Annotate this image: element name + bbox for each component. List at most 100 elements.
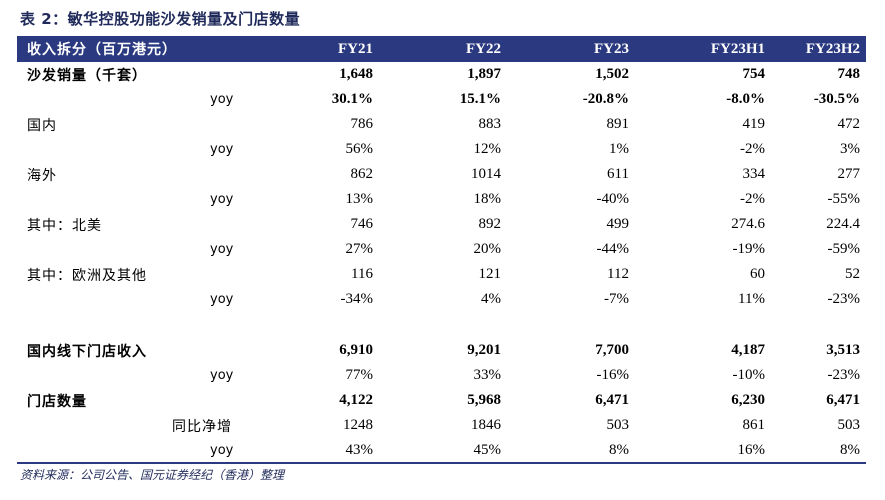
- table-row: 其中：欧洲及其他 116 121 112 60 52: [17, 262, 866, 287]
- row-label: yoy: [17, 438, 249, 464]
- table-row: 门店数量 4,122 5,968 6,471 6,230 6,471: [17, 388, 866, 413]
- cell: 3,513: [826, 342, 860, 358]
- cell: -10%: [732, 367, 766, 383]
- row-label: 其中：北美: [27, 217, 102, 234]
- cell: -59%: [827, 241, 861, 257]
- cell: 748: [837, 66, 861, 82]
- table-row: yoy 43% 45% 8% 16% 8%: [17, 438, 866, 464]
- cell: 892: [478, 216, 502, 232]
- cell: 30.1%: [331, 91, 373, 107]
- cell: -16%: [596, 367, 630, 383]
- cell: 52: [845, 266, 860, 282]
- cell: 503: [837, 417, 861, 433]
- cell: 7,700: [595, 342, 629, 358]
- header-row: 收入拆分（百万港元） FY21 FY22 FY23 FY23H1 FY23H2: [17, 36, 866, 62]
- header-col-fy23h2: FY23H2: [805, 40, 860, 57]
- cell: 13%: [345, 191, 374, 207]
- cell: 419: [742, 116, 766, 132]
- cell: 786: [350, 116, 374, 132]
- cell: 3%: [840, 141, 860, 157]
- cell: 277: [837, 166, 861, 182]
- table-row: yoy 27% 20% -44% -19% -59%: [17, 237, 866, 262]
- cell: 12%: [473, 141, 502, 157]
- cell: 6,230: [731, 392, 765, 408]
- cell: -23%: [827, 291, 861, 307]
- cell: 121: [478, 266, 502, 282]
- row-label: yoy: [210, 192, 234, 207]
- cell: 1248: [343, 417, 373, 433]
- cell: 334: [742, 166, 766, 182]
- cell: 77%: [345, 367, 374, 383]
- cell: 4,187: [731, 342, 765, 358]
- cell: 9,201: [467, 342, 501, 358]
- table-row: 其中：北美 746 892 499 274.6 224.4: [17, 212, 866, 237]
- cell: 112: [607, 266, 629, 282]
- row-label: yoy: [210, 242, 234, 257]
- cell: -44%: [596, 241, 630, 257]
- table-row: yoy 77% 33% -16% -10% -23%: [17, 363, 866, 388]
- spacer-row: [17, 312, 866, 338]
- cell: 27%: [345, 241, 374, 257]
- row-label: 门店数量: [27, 393, 87, 410]
- cell: -55%: [827, 191, 861, 207]
- table-row: yoy 30.1% 15.1% -20.8% -8.0% -30.5%: [17, 87, 866, 112]
- cell: 8%: [771, 438, 866, 464]
- header-col-fy23: FY23: [594, 40, 629, 57]
- cell: 116: [351, 266, 373, 282]
- row-label: 国内线下门店收入: [27, 343, 147, 360]
- cell: -7%: [604, 291, 629, 307]
- row-label: yoy: [210, 142, 234, 157]
- cell: 4%: [481, 291, 501, 307]
- header-col-fy22: FY22: [466, 40, 501, 57]
- cell: 472: [837, 116, 861, 132]
- cell: -8.0%: [726, 91, 765, 107]
- row-label: 其中：欧洲及其他: [27, 267, 147, 284]
- cell: 1,502: [595, 66, 629, 82]
- table-row: 海外 862 1014 611 334 277: [17, 162, 866, 187]
- cell: -34%: [340, 291, 374, 307]
- cell: 746: [350, 216, 374, 232]
- cell: 11%: [738, 291, 765, 307]
- header-col-fy23h1: FY23H1: [710, 40, 765, 57]
- header-label: 收入拆分（百万港元）: [27, 42, 177, 58]
- cell: 1%: [609, 141, 629, 157]
- cell: 8%: [507, 438, 635, 464]
- spacer-cell: [17, 312, 866, 338]
- cell: 5,968: [467, 392, 501, 408]
- table-row: 国内线下门店收入 6,910 9,201 7,700 4,187 3,513: [17, 338, 866, 363]
- row-label: 海外: [27, 167, 57, 184]
- cell: 861: [742, 417, 766, 433]
- row-label: 同比净增: [172, 418, 232, 435]
- cell: 499: [606, 216, 630, 232]
- cell: 45%: [379, 438, 507, 464]
- cell: 224.4: [826, 216, 860, 232]
- row-label: yoy: [210, 92, 234, 107]
- cell: 1846: [471, 417, 501, 433]
- cell: 883: [478, 116, 502, 132]
- cell: 611: [607, 166, 629, 182]
- cell: 4,122: [339, 392, 373, 408]
- table-title: 表 2：敏华控股功能沙发销量及门店数量: [20, 10, 301, 28]
- source-note: 资料来源：公司公告、国元证券经纪（香港）整理: [20, 468, 285, 482]
- cell: 862: [350, 166, 374, 182]
- table-row: yoy 56% 12% 1% -2% 3%: [17, 137, 866, 162]
- cell: -40%: [596, 191, 630, 207]
- row-label: 国内: [27, 117, 57, 134]
- row-label: yoy: [210, 368, 234, 383]
- cell: -30.5%: [813, 91, 860, 107]
- cell: 6,910: [339, 342, 373, 358]
- cell: 43%: [249, 438, 379, 464]
- table-row: 沙发销量（千套） 1,648 1,897 1,502 754 748: [17, 62, 866, 87]
- cell: 274.6: [731, 216, 765, 232]
- cell: 18%: [473, 191, 502, 207]
- cell: 60: [750, 266, 765, 282]
- cell: 20%: [473, 241, 502, 257]
- cell: -20.8%: [582, 91, 629, 107]
- header-col-fy21: FY21: [338, 40, 373, 57]
- row-label: 沙发销量（千套）: [27, 67, 147, 84]
- cell: 1014: [471, 166, 501, 182]
- cell: 56%: [345, 141, 374, 157]
- cell: -2%: [740, 141, 765, 157]
- cell: 503: [606, 417, 630, 433]
- cell: 15.1%: [459, 91, 501, 107]
